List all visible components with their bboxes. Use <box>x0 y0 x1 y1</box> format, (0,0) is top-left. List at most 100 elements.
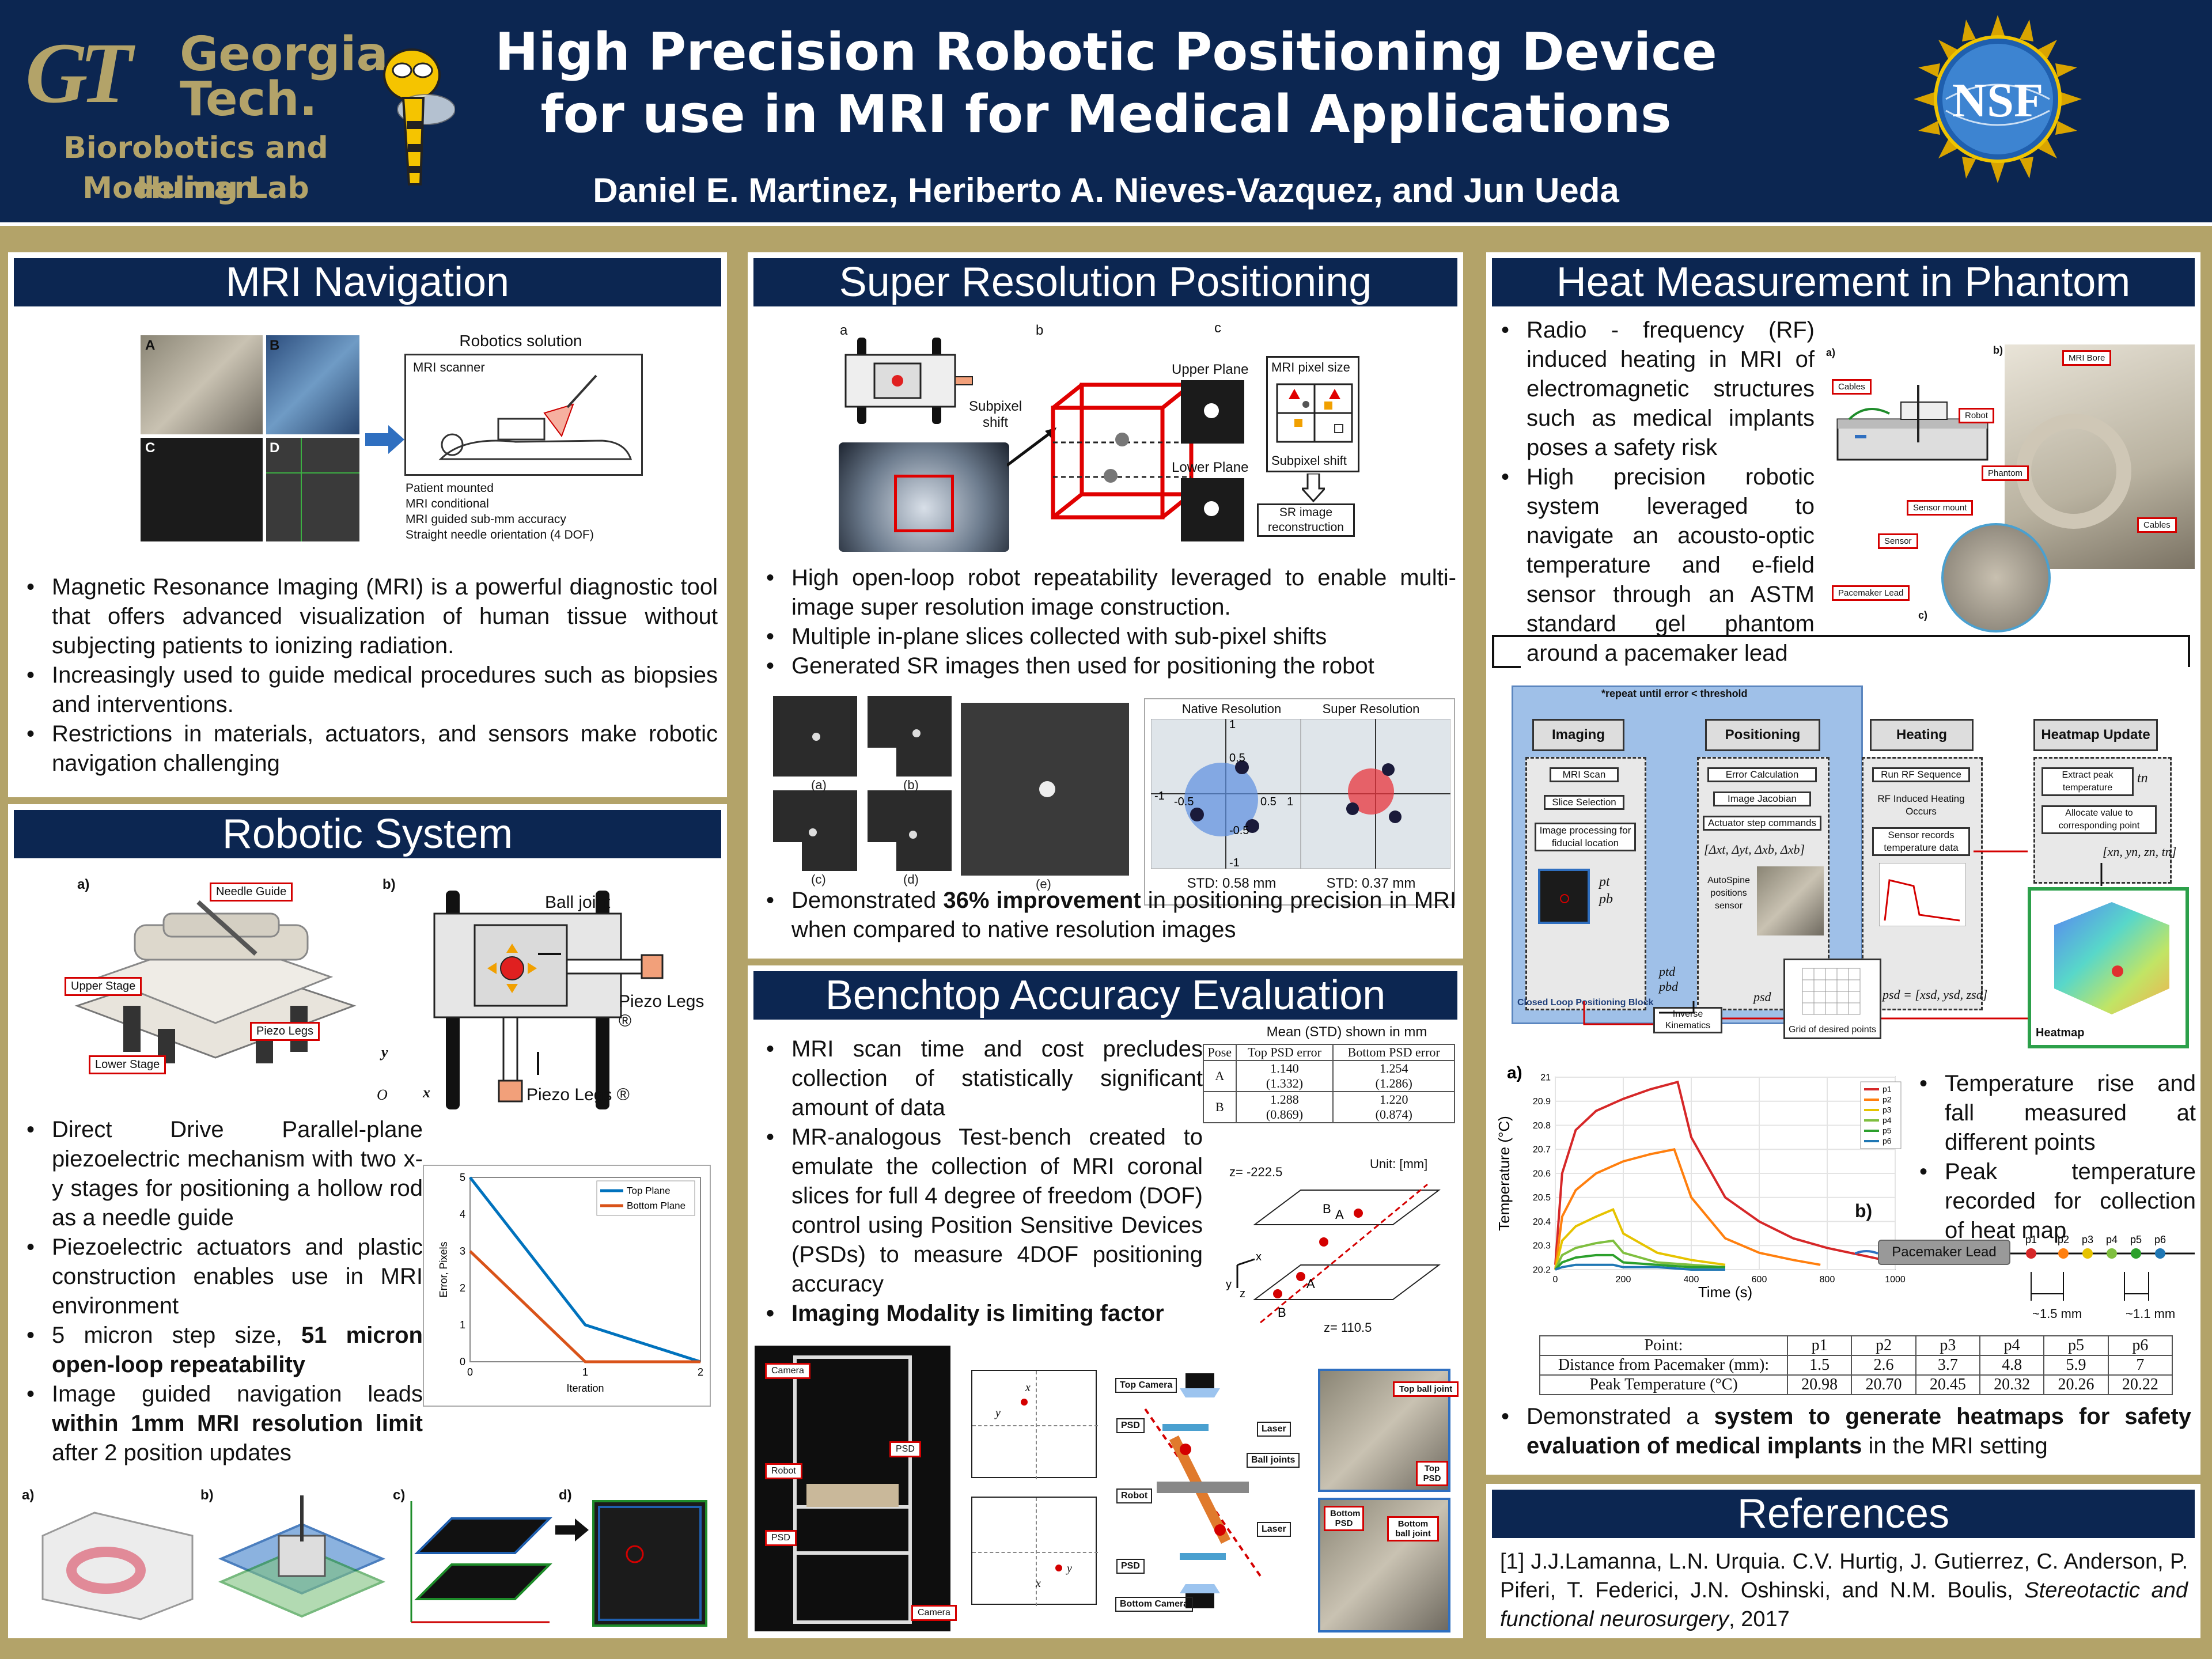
flow-heating: Heating <box>1870 719 1974 751</box>
svg-text:B: B <box>1278 1305 1286 1320</box>
psd-vector: psd = [xsd, ysd, zsd] <box>1883 987 1988 1002</box>
pacemaker-point-label: p1 <box>2025 1234 2037 1245</box>
legend-label: p4 <box>1883 1116 1892 1125</box>
robotics-solution-label: Robotics solution <box>459 332 582 350</box>
pacemaker-point-label: p6 <box>2154 1234 2166 1245</box>
lower-plane-image <box>1181 478 1244 541</box>
flow-imaging: Imaging <box>1532 719 1624 751</box>
label-top-camera: Top Camera <box>1115 1378 1177 1393</box>
section-heading-references: References <box>1492 1490 2195 1538</box>
list-item: 5 micron step size, 51 micron open-loop … <box>20 1321 423 1380</box>
y-tick-label: 0 <box>460 1356 465 1368</box>
svg-text:x: x <box>1256 1251 1262 1263</box>
pacemaker-points-icon: p1 p2 p3 p4 p5 p6 <box>1855 1234 2195 1301</box>
svg-text:z: z <box>1240 1287 1245 1300</box>
super-resolution-bullets: High open-loop robot repeatability lever… <box>759 563 1456 681</box>
svg-text:-0.5: -0.5 <box>1174 796 1194 808</box>
mechanism-schematic-icon <box>433 891 664 1109</box>
section-heading-robotic-system: Robotic System <box>14 810 721 858</box>
x-tick-label: 400 <box>1684 1275 1699 1285</box>
table-row: B 1.288 (0.869) 1.220 (0.874) <box>1203 1091 1455 1123</box>
pacemaker-point-p4 <box>2107 1248 2117 1259</box>
list-item: Imaging Modality is limiting factor <box>759 1299 1203 1328</box>
mri-photo-d <box>266 438 359 541</box>
list-item: Magnetic Resonance Imaging (MRI) is a po… <box>20 573 718 661</box>
logo-word-tech: Tech. <box>180 72 317 127</box>
label-bottom-psd-box: PSD <box>1116 1559 1145 1574</box>
poster-title-line1: High Precision Robotic Positioning Devic… <box>495 22 1717 82</box>
inverse-kinematics-box: Inverse Kinematics <box>1653 1007 1722 1033</box>
label-top-ball-joint: Top ball joint <box>1393 1381 1459 1397</box>
peak-temperature-table: Point: p1 p2 p3 p4 p5 p6 Distance from Pacema… <box>1539 1335 2173 1395</box>
label-subpixel-shift: Subpixel shift <box>968 399 1022 430</box>
table-row: Peak Temperature (°C) 20.98 20.70 20.45 20.… <box>1539 1374 2173 1395</box>
svg-text:-1: -1 <box>1154 790 1165 802</box>
fig-label-b: B <box>270 338 280 353</box>
list-item: Increasingly used to guide medical proce… <box>20 661 718 719</box>
label-cables: Cables <box>1832 379 1872 395</box>
list-item: High precision robotic system leveraged … <box>1494 463 1815 668</box>
list-item: Temperature rise and fall measured at di… <box>1912 1069 2196 1157</box>
series-line-p3 <box>1554 1207 1726 1270</box>
native-resolution-title: Native Resolution <box>1181 702 1282 716</box>
label-pacemaker-lead: Pacemaker Lead <box>1832 585 1910 601</box>
heatmap-cube-icon <box>2054 902 2169 1014</box>
arrow-down-icon <box>1302 474 1325 502</box>
slice-image-c <box>773 790 857 871</box>
y-tick-label: 20.9 <box>1533 1097 1551 1107</box>
pacemaker-point-p6 <box>2155 1248 2165 1259</box>
list-item: High open-loop robot repeatability lever… <box>759 563 1456 622</box>
flow-positioning: Positioning <box>1705 719 1820 751</box>
series-line-p1 <box>1554 1080 1896 1265</box>
section-heading-super-resolution: Super Resolution Positioning <box>753 258 1457 306</box>
fig-label-d: d) <box>559 1487 572 1503</box>
list-item: Piezoelectric actuators and plastic cons… <box>20 1233 423 1321</box>
super-resolution-title: Super Resolution <box>1322 702 1420 716</box>
y-axis-label: Error, Pixels <box>438 1241 449 1297</box>
robotic-system-bullets: Direct Drive Parallel-plane piezoelectri… <box>20 1115 423 1468</box>
fig-label-a: a) <box>22 1487 35 1503</box>
pacemaker-point-label: p4 <box>2106 1234 2118 1245</box>
label-sensor: Sensor <box>1878 533 1918 549</box>
svg-text:A: A <box>1306 1277 1315 1291</box>
slice-image-b <box>868 696 952 777</box>
unit-label: Unit: [mm] <box>1370 1157 1428 1171</box>
heat-bullets: Radio - frequency (RF) induced heating i… <box>1494 316 1815 668</box>
label-robot: Robot <box>765 1463 802 1479</box>
label-lower-plane: Lower Plane <box>1172 460 1249 475</box>
section-heading-mri-navigation: MRI Navigation <box>14 258 721 306</box>
label-piezo-legs-bottom: Piezo Legs ® <box>527 1085 630 1104</box>
pacemaker-point-label: p2 <box>2058 1234 2069 1245</box>
label-top-psd: Top PSD <box>1416 1461 1448 1486</box>
label-mri-bore: MRI Bore <box>2062 350 2112 366</box>
series-line-p4 <box>1554 1239 1726 1270</box>
robotics-solution-points: Patient mounted MRI conditional MRI guid… <box>406 482 594 541</box>
y-tick-label: 5 <box>460 1172 465 1183</box>
y-tick-label: 2 <box>460 1282 465 1294</box>
list-item: Demonstrated a system to generate heatma… <box>1494 1402 2191 1461</box>
legend-label: Bottom Plane <box>627 1200 685 1211</box>
y-axis-label: Temperature (°C) <box>1495 1116 1513 1231</box>
label-robot: Robot <box>1959 408 1995 423</box>
panel-heat-measurement: Heat Measurement in Phantom Radio - freq… <box>1486 252 2200 1475</box>
resolution-comparison-figure: Native Resolution Super Resolution -1 -0… <box>1144 698 1455 906</box>
poster-authors: Daniel E. Martinez, Heriberto A. Nieves-… <box>593 171 1619 210</box>
x-tick-label: 1000 <box>1885 1275 1906 1285</box>
error-chart-svg: 0 1 2 0 1 2 3 4 5 Iteration Error, Pixels Top Plane… <box>438 1172 703 1394</box>
mri-photo-b <box>266 335 359 434</box>
nsf-seal-icon: NSF <box>1914 15 2082 183</box>
label-ball-joint: Ball joint <box>545 893 611 912</box>
testbench-schematic-icon <box>1144 1373 1262 1608</box>
heat-conclusion: Demonstrated a system to generate heatma… <box>1494 1402 2191 1461</box>
poster-header: GT Georgia Tech. Biorobotics and Human M… <box>0 0 2212 226</box>
x-tick-label: 2 <box>698 1366 703 1378</box>
svg-text:y: y <box>1226 1278 1232 1291</box>
series-line-p2 <box>1554 1147 1821 1270</box>
fig-label-a: a <box>840 323 848 338</box>
phantom-setup-sketch-icon <box>1836 385 1988 461</box>
table-row: Point: p1 p2 p3 p4 p5 p6 <box>1539 1335 2173 1356</box>
x-tick-label: 600 <box>1752 1275 1767 1285</box>
label-camera-2: Camera <box>911 1605 957 1621</box>
series-line-top-plane <box>469 1176 701 1363</box>
temperature-chart: 0 200 400 600 800 1000 20.2 20.3 20.4 20.5 20.6 20.… <box>1492 1047 1912 1312</box>
